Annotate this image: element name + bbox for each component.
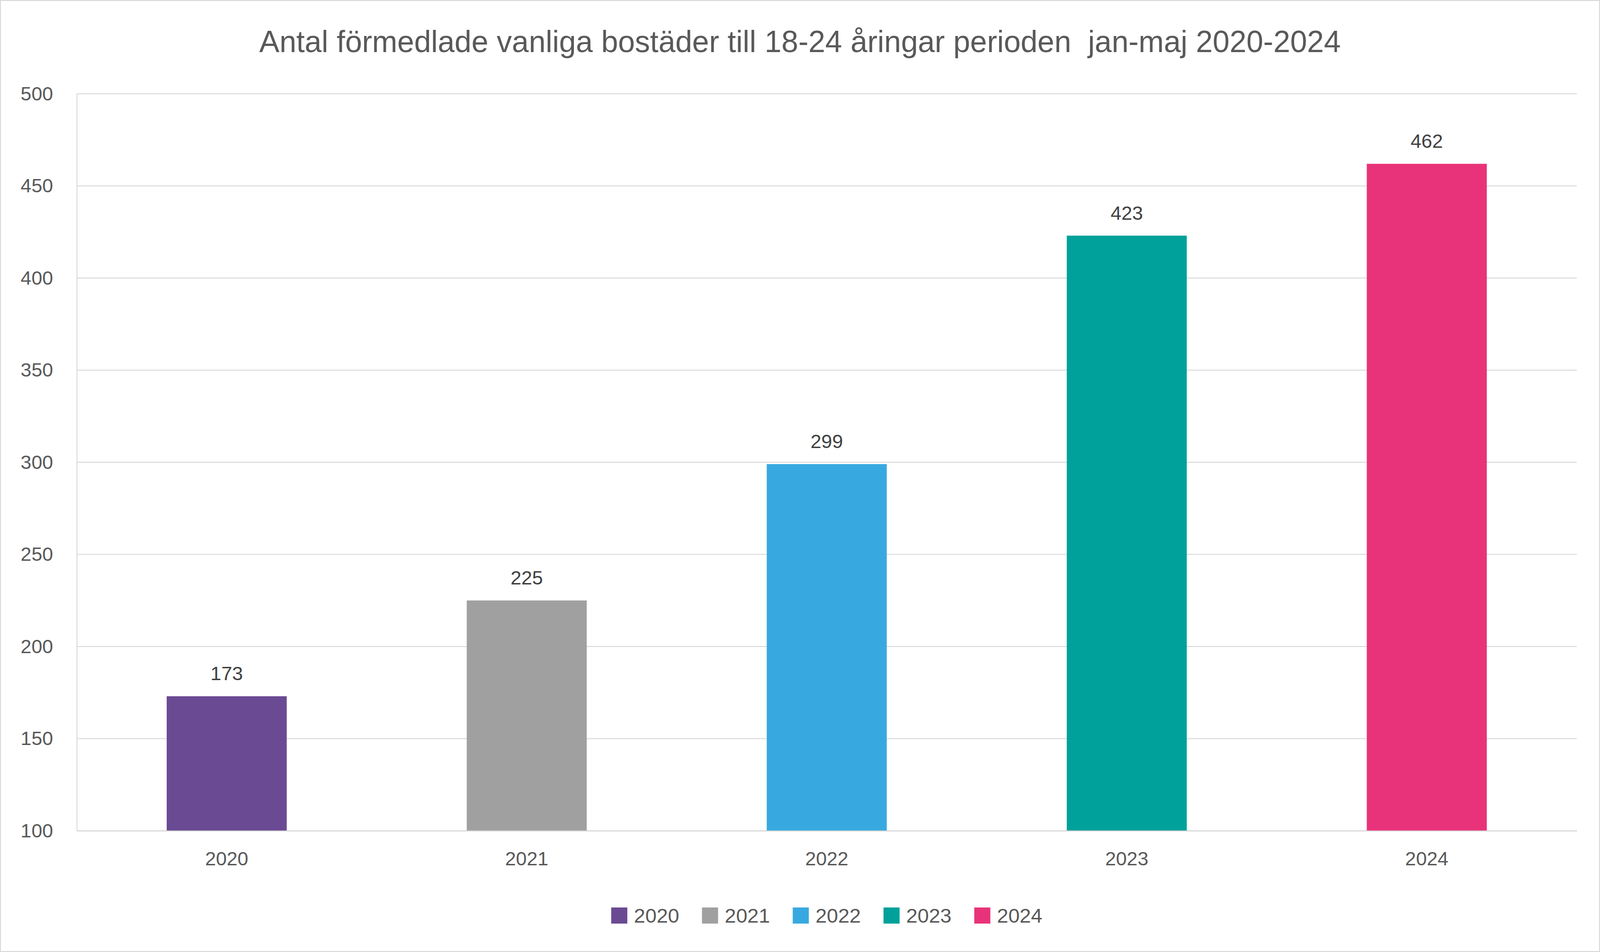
x-tick-label: 2021 [505,847,549,870]
data-label: 299 [810,430,843,453]
legend-item: 2022 [792,903,861,927]
y-axis: 100 150 200 250 300 350 400 450 500 [20,82,78,842]
legend-item: 2024 [974,903,1043,927]
y-tick-label: 200 [20,635,54,658]
x-tick: 2024 [1405,830,1449,870]
chart-title: Antal förmedlade vanliga bostäder till 1… [259,24,1341,59]
plot-area: 1001502002503003504004505002020202120222… [20,82,1578,870]
grid-line [76,93,1577,95]
y-tick: 350 [20,358,77,381]
bar [466,600,587,831]
y-tick-label: 400 [20,267,54,289]
y-tick-label: 100 [20,819,54,842]
y-tick: 250 [20,543,77,565]
chart-border [0,0,1600,952]
data-labels: 173 225 299 423 462 [210,130,1444,685]
bar [1066,235,1187,831]
legend-item: 2020 [611,903,680,927]
y-axis-line [76,94,78,832]
legend-label: 2024 [997,903,1043,927]
legend-swatch [883,907,900,924]
legend-swatch [611,907,628,924]
legend-label: 2021 [724,903,770,927]
bar [766,464,887,831]
y-tick-label: 250 [20,543,54,565]
grid-line [76,461,1577,463]
legend: 2020 2021 2022 2023 2024 [611,903,1043,927]
grid-line [76,277,1577,279]
legend-label: 2020 [634,903,680,927]
grid-line [76,185,1577,187]
y-tick-label: 150 [20,727,54,750]
bar [1366,163,1487,831]
data-label: 225 [510,566,543,589]
y-tick: 300 [20,451,77,474]
y-tick-label: 500 [20,82,54,105]
legend-swatch [792,907,809,924]
y-tick: 200 [20,635,77,658]
bar [166,696,287,831]
y-tick: 150 [20,727,77,750]
x-axis: 2020 2021 2022 2023 2024 [77,830,1578,870]
y-tick-label: 300 [20,451,54,474]
legend-label: 2023 [906,903,952,927]
x-tick-label: 2023 [1105,847,1149,870]
legend-swatch [701,907,718,924]
x-tick-label: 2020 [205,847,249,870]
y-tick-label: 450 [20,174,54,197]
data-label: 462 [1410,130,1443,152]
y-tick: 100 [20,819,77,842]
x-tick: 2023 [1105,830,1149,870]
x-tick-label: 2024 [1405,847,1449,870]
grid [76,93,1577,831]
data-label: 423 [1110,202,1143,224]
x-tick-label: 2022 [804,847,849,870]
chart: 1001502002503003504004505002020202120222… [0,0,1600,952]
x-tick: 2020 [205,830,249,870]
x-tick: 2022 [804,830,849,870]
y-tick: 450 [20,174,77,197]
bars [166,163,1487,831]
x-tick: 2021 [505,830,549,870]
y-tick: 500 [20,82,77,105]
legend-item: 2021 [701,903,770,927]
legend-swatch [974,907,991,924]
y-tick: 400 [20,267,77,289]
legend-label: 2022 [815,903,861,927]
grid-line [76,369,1577,371]
y-tick-label: 350 [20,358,54,381]
legend-item: 2023 [883,903,952,927]
x-axis-line [77,830,1578,832]
data-label: 173 [210,662,243,685]
